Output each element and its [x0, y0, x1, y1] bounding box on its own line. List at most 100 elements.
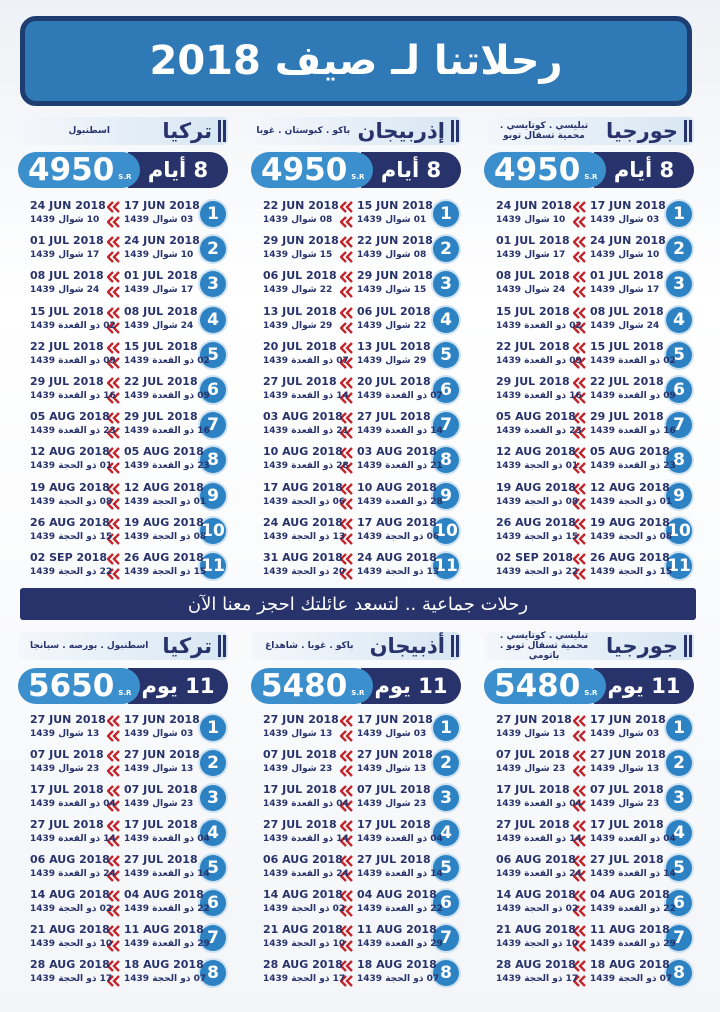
departure-hijri: 06 ذو الحجة 1439	[357, 531, 440, 542]
departure-date: 03 AUG 2018	[357, 445, 437, 459]
return-date: 22 JUL 2018	[30, 339, 104, 353]
departure-date: 27 JUN 2018	[590, 748, 666, 761]
arrow-icon	[107, 341, 120, 354]
arrow-icon	[573, 321, 586, 334]
return-hijri: 22 ذو الحجة 1439	[496, 567, 579, 577]
arrow-icon	[107, 532, 120, 545]
departure-date: 27 JUL 2018	[124, 853, 198, 866]
departure-hijri: 15 شوال 1439	[357, 285, 427, 296]
trip-number: 2	[433, 750, 459, 776]
arrow-icon	[573, 412, 586, 425]
return-hijri: 23 شوال 1439	[496, 764, 566, 774]
departure-date: 15 JUL 2018	[590, 339, 664, 353]
trip-number: 5	[666, 855, 692, 881]
arrow-icon	[107, 870, 120, 882]
trip-number: 11	[200, 553, 226, 579]
arrow-icon	[573, 517, 586, 530]
trip-number: 2	[200, 236, 226, 263]
cities: اسطنبول . بورصه . سبانجا	[30, 641, 149, 651]
return-date: 17 JUL 2018	[496, 783, 570, 796]
arrow-icon	[340, 306, 353, 319]
departure-hijri: 03 شوال 1439	[124, 215, 194, 225]
return-date: 22 JUL 2018	[496, 339, 570, 353]
return-date: 19 AUG 2018	[30, 480, 110, 494]
price-pill: 5650 S.R	[18, 668, 140, 704]
return-hijri: 15 ذو الحجة 1439	[496, 531, 579, 542]
return-date: 24 AUG 2018	[263, 515, 343, 529]
arrow-icon	[573, 532, 586, 545]
country-name: إذربيجان	[357, 119, 445, 143]
departure-date: 08 JUL 2018	[124, 304, 198, 318]
arrow-icon	[107, 356, 120, 369]
return-date: 17 JUL 2018	[263, 783, 337, 796]
return-hijri: 17 شوال 1439	[496, 250, 566, 261]
cities: اسطنبول	[68, 126, 110, 136]
arrow-icon	[340, 462, 353, 475]
arrow-icon	[107, 890, 120, 902]
return-hijri: 02 ذو القعدة 1439	[30, 320, 116, 331]
return-hijri: 15 ذو الحجة 1439	[30, 531, 113, 542]
currency: S.R	[584, 173, 598, 181]
return-hijri: 14 ذو القعدة 1439	[263, 391, 349, 401]
arrow-icon	[340, 855, 353, 867]
trip-number: 1	[666, 201, 692, 227]
return-date: 29 JUL 2018	[30, 375, 104, 388]
return-hijri: 09 ذو القعدة 1439	[30, 355, 116, 366]
arrow-icon	[340, 236, 353, 249]
departure-date: 11 AUG 2018	[357, 923, 437, 936]
arrow-icon	[573, 427, 586, 440]
return-date: 27 JUL 2018	[30, 818, 104, 831]
country-name: جورجيا	[606, 119, 678, 143]
return-date: 01 JUL 2018	[496, 234, 570, 248]
arrow-icon	[340, 271, 353, 284]
header-marker	[218, 120, 226, 142]
price-bar: 11 يوم 5480 S.R	[484, 668, 694, 704]
arrow-icon	[573, 715, 586, 727]
return-date: 27 JUL 2018	[496, 818, 570, 831]
departure-hijri: 07 ذو القعدة 1439	[357, 391, 443, 401]
return-date: 21 AUG 2018	[496, 923, 576, 936]
departure-hijri: 22 ذو القعدة 1439	[124, 904, 210, 914]
departure-date: 27 JUL 2018	[590, 853, 664, 866]
arrow-icon	[107, 392, 120, 404]
return-hijri: 08 ذو الحجة 1439	[30, 496, 113, 507]
return-date: 28 AUG 2018	[30, 958, 110, 971]
price-pill: 5480 S.R	[251, 668, 373, 704]
arrow-icon	[340, 377, 353, 389]
arrow-icon	[573, 377, 586, 389]
departure-date: 26 AUG 2018	[590, 551, 670, 564]
trip-number: 3	[200, 271, 226, 298]
package-header: إذربيجان باكو . كبوستان . غوبا	[251, 117, 461, 145]
return-date: 17 JUL 2018	[30, 783, 104, 796]
return-hijri: 08 ذو الحجة 1439	[496, 496, 579, 507]
arrow-icon	[573, 765, 586, 777]
arrow-icon	[340, 870, 353, 882]
trip-number: 8	[666, 447, 692, 474]
departure-hijri: 02 ذو القعدة 1439	[590, 355, 676, 366]
price: 5480	[261, 668, 348, 704]
trip-number: 3	[666, 271, 692, 298]
country-name: تركيا	[162, 634, 212, 658]
departure-hijri: 03 شوال 1439	[357, 729, 427, 739]
departure-date: 07 JUL 2018	[357, 783, 431, 796]
arrow-icon	[107, 785, 120, 797]
arrow-icon	[573, 905, 586, 917]
departure-hijri: 21 ذو القعدة 1439	[357, 461, 443, 472]
arrow-icon	[340, 286, 353, 299]
arrow-icon	[107, 216, 120, 228]
departure-hijri: 07 ذو الحجة 1439	[590, 974, 673, 984]
trip-number: 11	[433, 553, 459, 579]
departure-hijri: 08 ذو الحجة 1439	[590, 531, 673, 542]
return-date: 08 JUL 2018	[496, 269, 570, 283]
cities: تبليسي . كوتايسي . محمية تسقال توبو	[499, 121, 589, 141]
departure-hijri: 02 ذو القعدة 1439	[124, 355, 210, 366]
return-date: 06 AUG 2018	[263, 853, 343, 866]
departure-date: 27 JUN 2018	[124, 748, 200, 761]
departure-hijri: 17 شوال 1439	[590, 285, 660, 296]
departure-date: 17 JUL 2018	[357, 818, 431, 831]
package-header: تركيا اسطنبول	[18, 117, 228, 145]
arrow-icon	[573, 890, 586, 902]
departure-hijri: 14 ذو القعدة 1439	[357, 426, 443, 437]
return-date: 08 JUL 2018	[30, 269, 104, 283]
country-name: أذبيجان	[369, 634, 445, 658]
